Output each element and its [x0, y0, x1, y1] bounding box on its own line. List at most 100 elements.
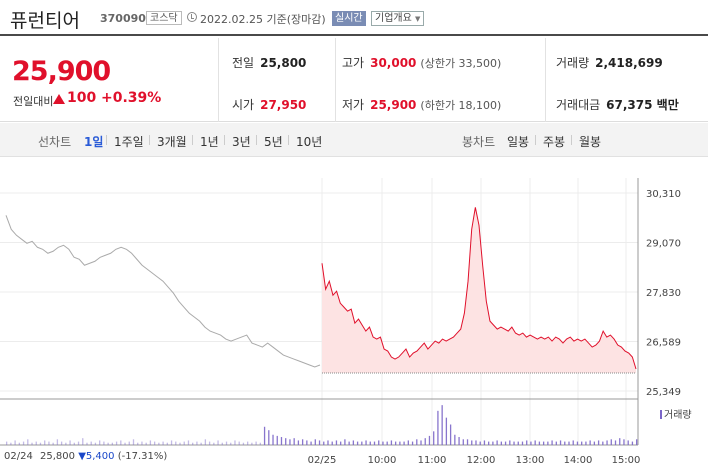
volume-bar [230, 442, 232, 445]
volume-bar [479, 441, 481, 445]
footer-price: 25,800 [40, 451, 76, 462]
tab-1y[interactable]: 1년 [200, 135, 219, 149]
volume-bar [90, 441, 92, 445]
volume-bar [149, 440, 152, 445]
volume-bar [60, 441, 63, 445]
volume-bar [441, 405, 443, 445]
volume-bar [606, 440, 608, 445]
candle-chart-label: 봉차트 [462, 135, 496, 149]
volume-bar [323, 441, 325, 445]
tab-5y[interactable]: 5년 [264, 135, 283, 149]
volume-bar [301, 439, 304, 445]
volume-bar [217, 440, 219, 445]
volume-bar [99, 440, 101, 445]
volume-bar [399, 441, 401, 445]
volume-bar [394, 441, 397, 445]
volume-bar [255, 441, 257, 445]
y-tick-label: 25,349 [646, 387, 681, 398]
stock-code: 370090 [100, 12, 146, 25]
volume-bar [204, 439, 207, 445]
volume-bar [542, 441, 545, 445]
volume-bar [208, 441, 211, 445]
amount-stat: 거래대금 67,375 백만 [556, 98, 679, 112]
volume-bar [433, 431, 435, 445]
volume-bar [289, 439, 291, 445]
tab-3m[interactable]: 3개월 [157, 135, 187, 149]
tab-monthly[interactable]: 월봉 [579, 135, 602, 149]
volume-bar [555, 441, 557, 445]
volume-bar [73, 442, 75, 445]
volume-bar [428, 435, 431, 445]
tab-10y[interactable]: 10년 [296, 135, 323, 149]
volume-bar [48, 441, 50, 445]
price-chart-svg: 30,310 29,070 27,830 26,589 25,349 02/25 10:00… [0, 178, 681, 466]
volume-bar [238, 441, 240, 445]
prev-close-stat: 전일 25,800 [232, 56, 307, 70]
volume-bar [335, 440, 338, 445]
realtime-button[interactable]: 실시간 [332, 11, 366, 26]
volume-bar [221, 442, 223, 445]
volume-bar [183, 441, 185, 445]
volume-bar [137, 442, 139, 445]
volume-bar [631, 441, 634, 445]
volume-bar [547, 441, 549, 445]
volume-bar [27, 439, 29, 445]
low-stat: 저가 25,900 (하한가 18,100) [342, 98, 502, 112]
volume-bar [454, 434, 456, 445]
volume-bar [132, 439, 135, 445]
y-tick-label: 26,589 [646, 338, 681, 349]
volume-bar [192, 442, 194, 445]
volume-bar [340, 441, 342, 445]
volume-bar [6, 441, 8, 445]
change-value: 100 [67, 90, 97, 106]
volume-bar [636, 439, 638, 445]
up-triangle-icon [53, 94, 65, 104]
volume-bar [504, 441, 507, 445]
tab-3y[interactable]: 3년 [232, 135, 251, 149]
volume-bar [128, 441, 130, 445]
footer-date: 02/24 [4, 451, 33, 462]
volume-bar [352, 440, 355, 445]
volume-bar [411, 441, 414, 445]
volume-bar [213, 442, 215, 445]
tab-1w[interactable]: 1주일 [114, 135, 144, 149]
volume-bar [52, 442, 54, 445]
clock-icon [187, 12, 197, 22]
line-chart-label: 선차트 [38, 135, 72, 149]
volume-bar [170, 440, 173, 445]
volume-bar [593, 441, 596, 445]
divider [545, 38, 546, 122]
volume-bar [293, 438, 295, 445]
volume-bar [614, 440, 617, 445]
x-tick-label: 13:00 [516, 455, 545, 466]
volume-bar [86, 442, 88, 445]
volume-bar [475, 440, 477, 445]
volume-bar [382, 441, 384, 445]
volume-bar [120, 440, 122, 445]
volume-bar [268, 430, 270, 445]
company-overview-button[interactable]: 기업개요 ▼ [371, 11, 425, 26]
tab-1d[interactable]: 1일 [84, 135, 104, 149]
tab-daily[interactable]: 일봉 [507, 135, 530, 149]
volume-bar [407, 440, 409, 445]
x-tick-label: 15:00 [612, 455, 641, 466]
tab-weekly[interactable]: 주봉 [543, 135, 566, 149]
stock-header: 퓨런티어 370090 코스닥 2022.02.25 기준(장마감) 실시간 기… [0, 0, 708, 36]
volume-bar [65, 442, 67, 445]
volume-bar [153, 441, 156, 445]
volume-bar [361, 441, 363, 445]
volume-bar [619, 438, 621, 445]
volume-legend-swatch [660, 410, 662, 419]
volume-bar [166, 442, 168, 445]
volume-bar [297, 440, 300, 445]
today-line [321, 207, 637, 370]
volume-bar [310, 441, 312, 445]
base-date: 2022.02.25 기준(장마감) [200, 13, 326, 26]
prev-day-line [5, 215, 321, 368]
x-tick-label: 11:00 [418, 455, 447, 466]
volume-bar [589, 440, 591, 445]
volume-bar [39, 442, 42, 445]
volume-bar [568, 441, 570, 445]
volume-bar [56, 439, 59, 445]
change-label: 전일대비 [13, 95, 54, 108]
